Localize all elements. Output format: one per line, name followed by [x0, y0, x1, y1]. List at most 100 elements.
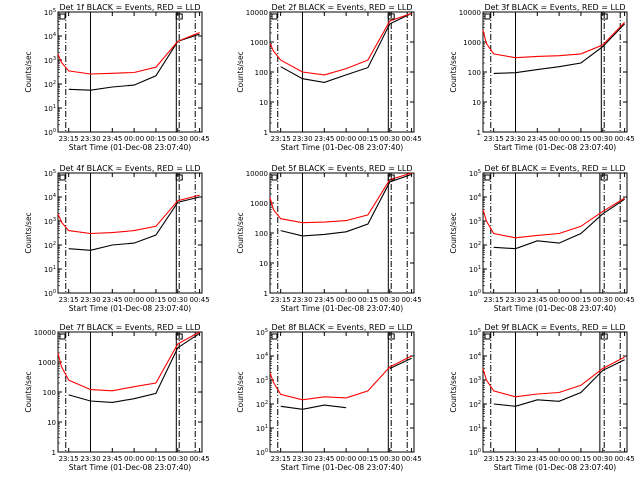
plot-frame: [482, 331, 628, 453]
x-tick-label: 00:15: [358, 296, 378, 304]
y-axis-label: Counts/sec: [236, 371, 245, 412]
x-tick-label: 23:45: [527, 135, 547, 143]
series-line-events: [68, 196, 200, 251]
x-tick-label: 00:15: [146, 135, 166, 143]
y-tick-label: 103: [469, 376, 481, 385]
x-tick-label: 00:45: [401, 135, 421, 143]
x-axis-label: Start Time (01-Dec-08 23:07:40): [69, 463, 191, 472]
x-tick-label: 00:45: [189, 296, 209, 304]
x-tick-label: 23:45: [102, 455, 122, 463]
plot-frame: [482, 172, 628, 294]
event-marker: [387, 13, 395, 20]
plot-frame: [57, 172, 203, 294]
x-tick-label: 00:15: [146, 455, 166, 463]
start-marker: [271, 174, 278, 181]
chart-title: Det 3f BLACK = Events, RED = LLD: [484, 3, 625, 12]
series-line-lld: [482, 356, 625, 398]
y-tick-label: 104: [44, 193, 56, 202]
chart-title: Det 1f BLACK = Events, RED = LLD: [59, 3, 200, 12]
chart-det-6: Det 6f BLACK = Events, RED = LLD 100 101 10…: [449, 164, 635, 313]
y-tick-label: 104: [469, 352, 481, 361]
x-tick-label: 23:15: [484, 135, 504, 143]
x-tick-label: 23:30: [80, 296, 100, 304]
event-marker: [387, 174, 395, 181]
x-tick-label: 00:15: [571, 135, 591, 143]
y-tick-label: 102: [44, 241, 56, 250]
x-tick-label: 00:30: [380, 455, 400, 463]
y-tick-label: 104: [256, 352, 268, 361]
x-tick-label: 00:00: [124, 135, 144, 143]
x-tick-label: 00:45: [614, 135, 634, 143]
x-tick-label: 00:30: [168, 455, 188, 463]
x-tick-label: 00:00: [336, 296, 356, 304]
chart-det-5: Det 5f BLACK = Events, RED = LLD 1 10 100 10…: [236, 164, 422, 313]
x-axis-label: Start Time (01-Dec-08 23:07:40): [494, 304, 616, 313]
x-tick-label: 00:30: [168, 296, 188, 304]
y-tick-label: 105: [44, 169, 56, 178]
chart-det-8: Det 8f BLACK = Events, RED = LLD 100 101 10…: [236, 323, 422, 472]
x-tick-label: 00:45: [401, 296, 421, 304]
plot-frame: [269, 331, 415, 453]
y-tick-label: 1: [52, 449, 56, 457]
x-tick-label: 00:45: [614, 455, 634, 463]
x-tick-label: 00:30: [380, 296, 400, 304]
chart-det-2: Det 2f BLACK = Events, RED = LLD 1 10 100 10…: [236, 3, 422, 152]
plot-frame: [482, 11, 628, 133]
y-tick-label: 105: [469, 169, 481, 178]
series-line-lld: [269, 172, 412, 224]
start-marker: [59, 13, 66, 20]
series-line-lld: [482, 22, 625, 59]
y-tick-label: 1: [264, 129, 268, 137]
x-tick-label: 23:15: [59, 296, 79, 304]
y-tick-label: 100: [43, 389, 56, 397]
y-tick-label: 1: [477, 129, 481, 137]
x-tick-label: 23:45: [527, 296, 547, 304]
y-tick-label: 101: [469, 265, 481, 274]
y-tick-label: 10000: [246, 9, 268, 17]
y-tick-label: 10: [259, 260, 268, 268]
x-tick-label: 00:30: [168, 135, 188, 143]
x-tick-label: 00:30: [380, 135, 400, 143]
x-tick-label: 23:30: [80, 455, 100, 463]
x-axis-label: Start Time (01-Dec-08 23:07:40): [281, 463, 403, 472]
y-tick-label: 100: [256, 448, 268, 457]
event-marker: [600, 174, 608, 181]
y-tick-label: 101: [256, 424, 268, 433]
y-tick-label: 100: [44, 128, 56, 137]
x-tick-label: 23:30: [292, 296, 312, 304]
y-axis-label: Counts/sec: [236, 212, 245, 253]
x-tick-label: 23:45: [527, 455, 547, 463]
y-tick-label: 10000: [246, 170, 268, 178]
chart-det-7: Det 7f BLACK = Events, RED = LLD 1 10 100 10…: [24, 323, 210, 472]
x-tick-label: 23:45: [314, 135, 334, 143]
y-tick-label: 103: [44, 217, 56, 226]
x-axis-label: Start Time (01-Dec-08 23:07:40): [494, 463, 616, 472]
y-tick-label: 10000: [459, 9, 481, 17]
x-tick-label: 00:00: [336, 135, 356, 143]
x-tick-label: 00:15: [358, 135, 378, 143]
chart-title: Det 5f BLACK = Events, RED = LLD: [271, 164, 412, 173]
series-line-events: [493, 23, 625, 74]
event-marker: [175, 13, 183, 20]
series-line-lld: [57, 31, 200, 75]
y-tick-label: 105: [469, 328, 481, 337]
chart-det-4: Det 4f BLACK = Events, RED = LLD 100 101 10…: [24, 164, 210, 313]
y-tick-label: 101: [469, 424, 481, 433]
x-tick-label: 23:15: [271, 455, 291, 463]
start-marker: [59, 333, 66, 340]
plot-frame: [57, 11, 203, 133]
start-marker: [271, 333, 278, 340]
y-tick-label: 10: [259, 99, 268, 107]
series-line-events: [493, 359, 625, 407]
x-tick-label: 00:15: [358, 455, 378, 463]
y-tick-label: 10000: [34, 329, 56, 337]
x-axis-label: Start Time (01-Dec-08 23:07:40): [69, 143, 191, 152]
start-marker: [484, 13, 491, 20]
y-tick-label: 1000: [38, 359, 56, 367]
y-tick-label: 103: [44, 56, 56, 65]
y-tick-label: 101: [44, 265, 56, 274]
x-axis-label: Start Time (01-Dec-08 23:07:40): [281, 304, 403, 313]
series-line-lld: [57, 331, 200, 392]
x-tick-label: 23:15: [59, 135, 79, 143]
x-tick-label: 00:00: [336, 455, 356, 463]
